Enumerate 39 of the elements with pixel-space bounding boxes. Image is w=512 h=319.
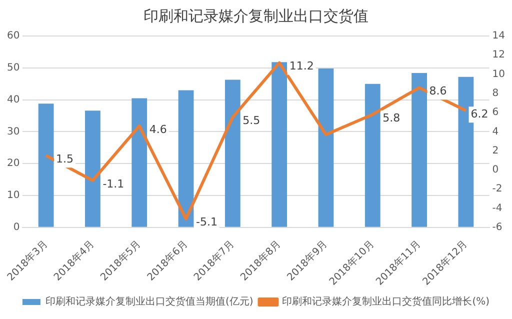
y2-tick-label: 14 xyxy=(492,30,506,42)
y-tick-label: 30 xyxy=(6,126,20,138)
data-label: 5.5 xyxy=(242,114,260,128)
y-tick-label: 50 xyxy=(6,62,20,74)
y2-tick-label: 12 xyxy=(492,50,506,61)
y2-tick-label: -6 xyxy=(492,222,502,233)
bar xyxy=(412,73,427,227)
bar xyxy=(178,90,194,227)
y2-tick-label: -2 xyxy=(492,184,502,195)
y2-tick-label: 2 xyxy=(492,145,499,156)
y-tick-label: 20 xyxy=(6,158,20,170)
y2-tick-label: 8 xyxy=(492,88,499,100)
bar xyxy=(38,104,54,227)
legend-label: 印刷和记录媒介复制业出口交货值当期值(亿元) xyxy=(45,296,254,308)
bar xyxy=(132,98,148,227)
data-label: 5.8 xyxy=(382,111,400,124)
y-tick-label: 60 xyxy=(6,30,20,42)
data-label: -1.1 xyxy=(102,177,124,190)
data-label: -5.1 xyxy=(196,216,218,229)
y2-tick-label: 0 xyxy=(492,164,499,176)
bar xyxy=(364,84,380,227)
data-label: 11.2 xyxy=(289,60,314,73)
data-label: 8.6 xyxy=(429,84,447,98)
data-label: 1.5 xyxy=(56,152,74,166)
bar xyxy=(318,68,334,227)
y2-tick-label: -4 xyxy=(492,202,502,214)
chart-title: 印刷和记录媒介复制业出口交货值 xyxy=(144,6,368,25)
y2-tick-label: 10 xyxy=(492,68,506,80)
data-label: 6.2 xyxy=(470,107,488,120)
bar xyxy=(272,62,288,227)
legend-label: 印刷和记录媒介复制业出口交货值同比增长(%) xyxy=(282,296,490,308)
bar xyxy=(85,110,100,227)
y-tick-label: 0 xyxy=(13,222,20,233)
y2-tick-label: 4 xyxy=(492,126,499,138)
bar xyxy=(224,80,240,227)
y-tick-label: 10 xyxy=(6,190,20,202)
y-tick-label: 40 xyxy=(6,94,20,106)
data-label: 4.6 xyxy=(149,122,167,136)
y2-tick-label: 6 xyxy=(492,107,499,118)
